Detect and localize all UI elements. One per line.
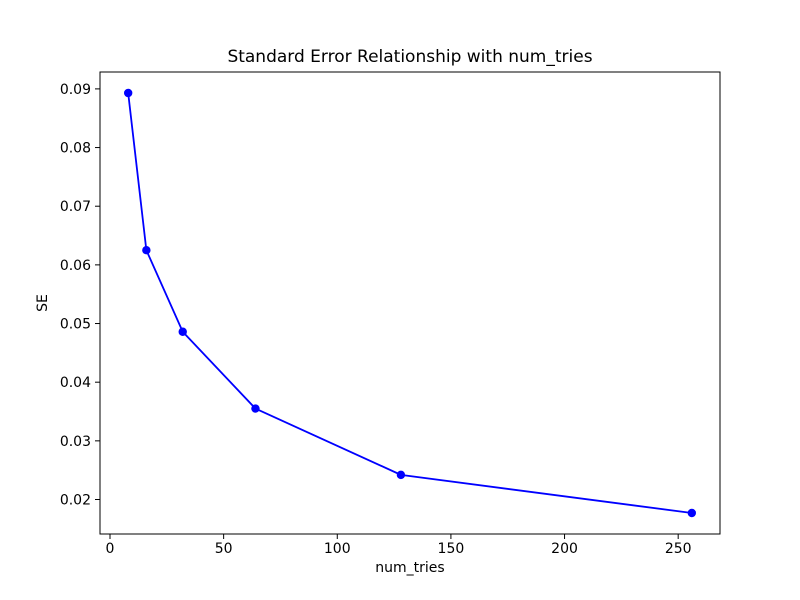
y-tick-label: 0.02 xyxy=(60,493,91,509)
y-tick-label: 0.03 xyxy=(60,434,91,450)
chart-title: Standard Error Relationship with num_tri… xyxy=(227,47,592,67)
data-point-marker xyxy=(178,327,187,336)
data-point-marker xyxy=(123,88,133,98)
y-tick-label: 0.06 xyxy=(60,258,91,274)
y-tick-label: 0.05 xyxy=(60,317,91,333)
x-tick-label: 100 xyxy=(324,541,351,557)
y-tick-label: 0.07 xyxy=(60,199,91,215)
plot-area: 0 50 100 150 200 250 0.02 0.03 0.04 0.05 0.06 0.07 0… xyxy=(60,71,721,557)
plot-border xyxy=(99,71,721,535)
data-point-marker xyxy=(142,246,151,255)
y-tick-label: 0.09 xyxy=(60,82,91,98)
x-tick-label: 200 xyxy=(551,541,578,557)
x-tick-label: 50 xyxy=(215,541,233,557)
data-point-marker xyxy=(687,508,697,518)
y-axis-label: SE xyxy=(35,294,51,312)
data-point-marker xyxy=(396,470,406,480)
se-line xyxy=(127,92,693,514)
x-tick-label: 250 xyxy=(665,541,692,557)
y-tick-label: 0.04 xyxy=(60,375,91,391)
x-tick-label: 0 xyxy=(106,541,115,557)
x-axis-label: num_tries xyxy=(375,560,444,576)
x-tick-label: 150 xyxy=(438,541,465,557)
y-tick-label: 0.08 xyxy=(60,141,91,157)
data-point-marker xyxy=(251,404,260,413)
